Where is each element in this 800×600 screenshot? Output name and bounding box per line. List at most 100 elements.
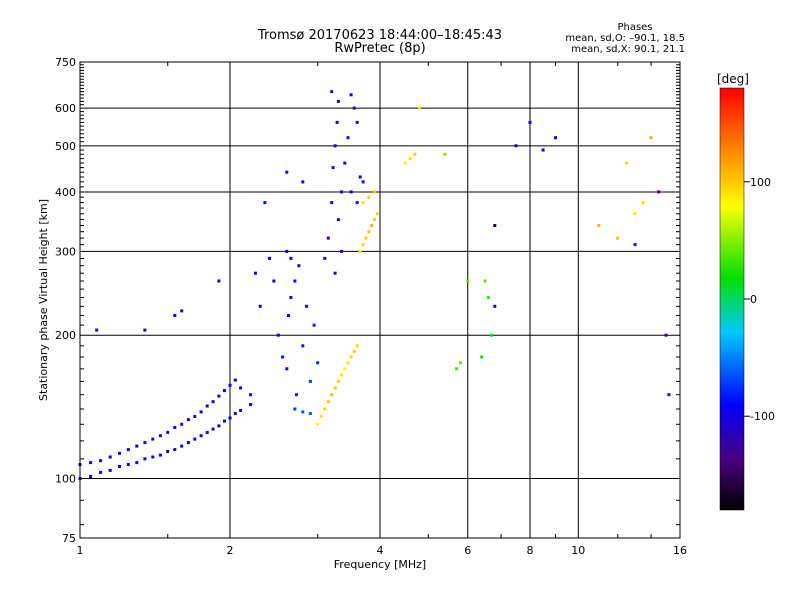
data-point xyxy=(326,236,330,240)
data-point xyxy=(340,249,344,253)
data-point xyxy=(180,422,184,426)
data-point xyxy=(289,296,293,299)
data-point xyxy=(217,424,221,428)
data-point xyxy=(211,400,215,404)
data-point xyxy=(254,271,257,275)
data-point xyxy=(193,437,197,441)
data-point xyxy=(597,224,601,227)
data-point xyxy=(205,404,209,408)
data-point xyxy=(289,256,293,260)
data-point xyxy=(358,175,362,179)
data-point xyxy=(373,190,376,194)
data-point xyxy=(346,136,350,140)
data-point xyxy=(301,344,305,348)
colorbar-ticks: 100 0 -100 xyxy=(744,176,775,423)
series xyxy=(323,90,365,275)
data-point xyxy=(301,410,305,414)
data-point xyxy=(514,144,518,148)
chart-title: Tromsø 20170623 18:44:00–18:45:43 RwPret… xyxy=(180,28,580,56)
data-point xyxy=(180,309,184,313)
data-point xyxy=(633,212,637,216)
data-point xyxy=(173,426,177,429)
data-point xyxy=(364,236,368,240)
data-point xyxy=(301,180,305,184)
data-point xyxy=(349,93,353,97)
data-point xyxy=(151,437,155,441)
data-point xyxy=(657,190,661,194)
x-tick-label: 1 xyxy=(77,544,84,557)
data-point xyxy=(297,264,301,268)
data-point xyxy=(361,243,365,247)
data-point xyxy=(413,152,417,156)
data-point xyxy=(180,444,184,448)
data-point xyxy=(554,136,557,140)
data-point xyxy=(158,434,162,438)
x-tick-label: 6 xyxy=(464,544,471,557)
data-point xyxy=(118,451,121,455)
data-point xyxy=(89,475,93,478)
data-point xyxy=(151,455,155,459)
data-point xyxy=(293,407,297,411)
data-point xyxy=(361,180,365,184)
data-point xyxy=(418,106,421,110)
data-point xyxy=(355,120,359,124)
colorbar-tick-label: -100 xyxy=(750,410,775,423)
colorbar-label: [deg] xyxy=(717,72,749,86)
data-point xyxy=(333,271,337,275)
data-point xyxy=(480,355,484,359)
plot-frame xyxy=(79,61,681,539)
data-point xyxy=(346,361,350,365)
data-point xyxy=(493,224,497,227)
chart-title-line1: Tromsø 20170623 18:44:00–18:45:43 xyxy=(257,28,503,43)
data-point xyxy=(135,444,139,448)
data-point xyxy=(333,144,337,148)
data-point xyxy=(217,394,221,398)
series xyxy=(95,106,671,397)
data-point xyxy=(340,190,344,194)
x-tick-label: 10 xyxy=(571,544,585,557)
data-point xyxy=(408,157,412,161)
data-point xyxy=(228,416,232,420)
colorbar-tick-label: 0 xyxy=(750,293,757,306)
data-point xyxy=(233,412,237,415)
data-point xyxy=(186,441,190,445)
x-tick-label: 4 xyxy=(377,544,384,557)
y-tick-label: 300 xyxy=(55,245,76,258)
data-point xyxy=(258,304,262,308)
data-point xyxy=(404,161,407,165)
data-points xyxy=(78,90,671,480)
data-point xyxy=(330,201,334,205)
data-point xyxy=(367,230,371,234)
y-tick-label: 750 xyxy=(55,56,76,69)
data-point xyxy=(331,166,335,170)
data-point xyxy=(126,448,130,452)
data-point xyxy=(186,418,190,422)
series xyxy=(78,378,253,466)
x-tick-label: 16 xyxy=(673,544,687,557)
data-point xyxy=(316,361,320,365)
data-point xyxy=(173,448,177,452)
data-point xyxy=(335,120,339,124)
data-point xyxy=(281,355,285,359)
data-point xyxy=(370,224,374,227)
phase-stats: Phases mean, sd,O: –90.1, 18.5 mean, sd,… xyxy=(525,22,685,55)
data-point xyxy=(118,465,121,468)
data-point xyxy=(375,212,379,216)
data-point xyxy=(349,190,353,194)
data-point xyxy=(272,279,276,283)
data-point xyxy=(249,393,253,397)
data-point xyxy=(135,461,139,465)
data-point xyxy=(541,148,545,152)
data-point xyxy=(355,344,359,348)
data-point xyxy=(217,279,221,283)
y-tick-label: 100 xyxy=(55,473,76,486)
data-point xyxy=(143,457,147,461)
chart-title-line2: RwPretec (8p) xyxy=(334,41,426,56)
data-point xyxy=(483,279,487,283)
data-point xyxy=(295,393,298,397)
data-point xyxy=(349,355,353,359)
data-point xyxy=(223,419,226,423)
data-point xyxy=(166,449,170,453)
data-point xyxy=(352,349,356,353)
series xyxy=(78,403,253,480)
